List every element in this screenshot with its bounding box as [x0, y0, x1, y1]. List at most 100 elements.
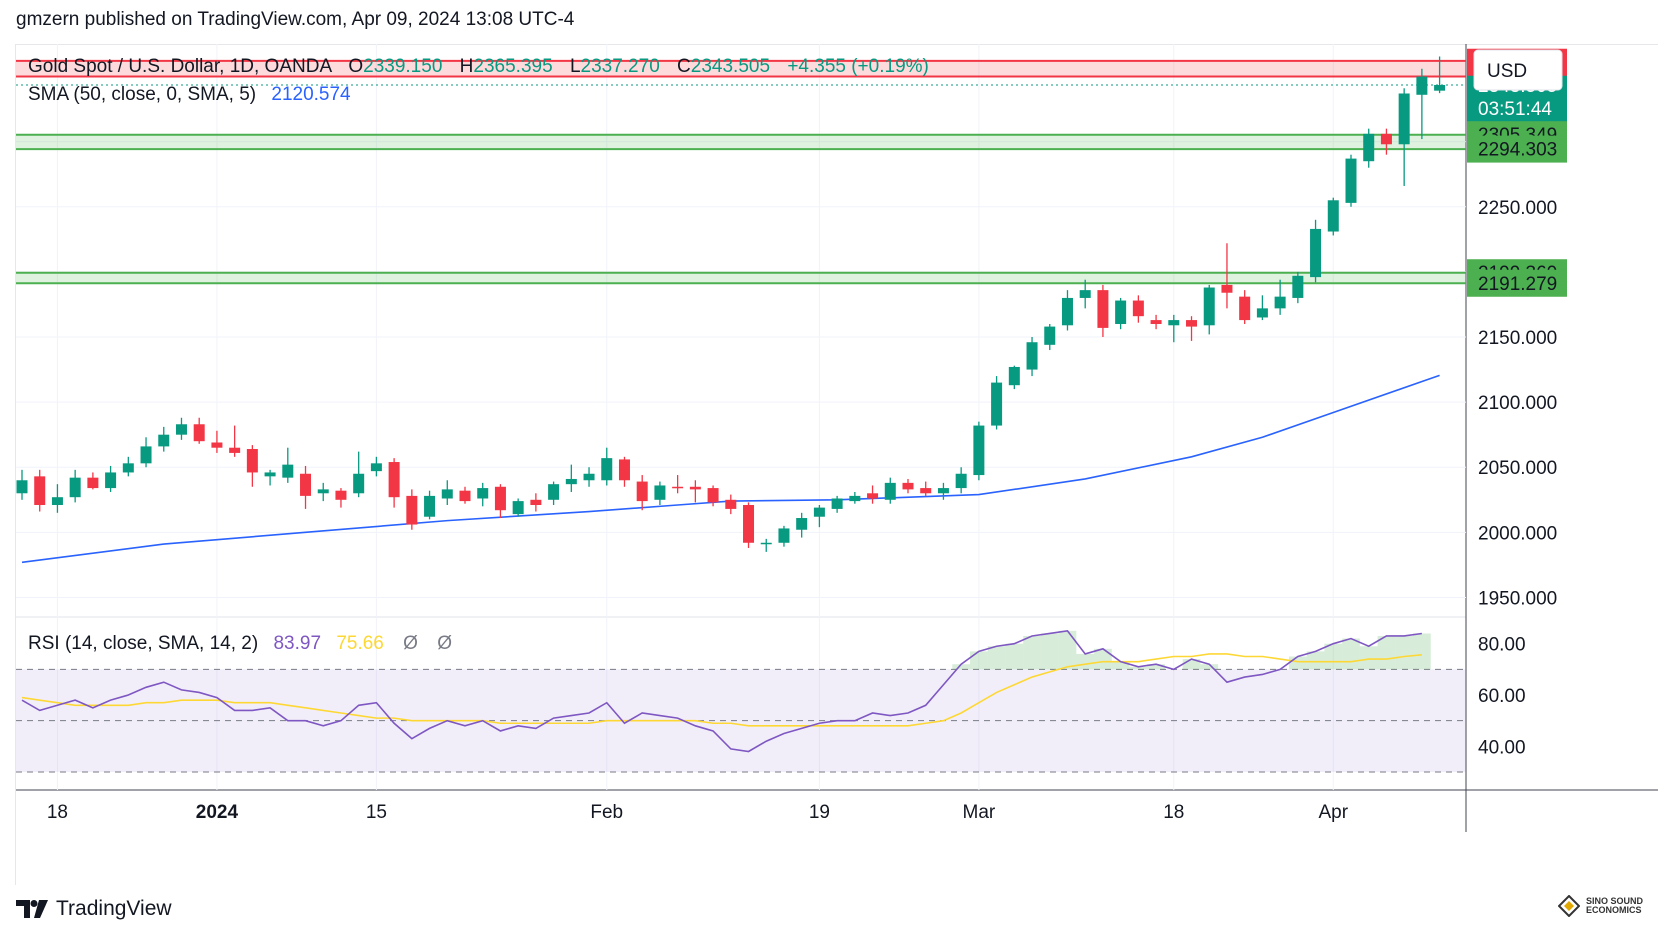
- candle-up[interactable]: [282, 464, 294, 478]
- candle-down[interactable]: [672, 486, 684, 489]
- candle-up[interactable]: [1434, 85, 1446, 91]
- candle-up[interactable]: [1363, 133, 1375, 162]
- candle-up[interactable]: [158, 434, 170, 447]
- candle-up[interactable]: [1061, 297, 1073, 326]
- candle-up[interactable]: [140, 446, 152, 464]
- candle-down[interactable]: [1239, 296, 1251, 321]
- candle-down[interactable]: [618, 459, 630, 481]
- candle-up[interactable]: [1026, 342, 1038, 370]
- candle-up[interactable]: [1079, 290, 1091, 298]
- currency-button[interactable]: [1473, 49, 1563, 91]
- candle-down[interactable]: [87, 477, 99, 489]
- time-tick-label: 18: [47, 802, 68, 823]
- candle-up[interactable]: [813, 507, 825, 517]
- candle-up[interactable]: [760, 542, 772, 545]
- candle-down[interactable]: [300, 473, 312, 496]
- candle-down[interactable]: [459, 490, 471, 502]
- candle-down[interactable]: [229, 447, 241, 453]
- candle-up[interactable]: [565, 478, 577, 485]
- candle-up[interactable]: [1274, 296, 1286, 309]
- candle-down[interactable]: [1186, 320, 1198, 327]
- candle-up[interactable]: [991, 382, 1003, 426]
- candles[interactable]: [16, 56, 1446, 552]
- candle-down[interactable]: [1221, 284, 1233, 293]
- candle-up[interactable]: [601, 458, 613, 481]
- watermark-line-2: ECONOMICS: [1586, 905, 1642, 915]
- candle-up[interactable]: [849, 495, 861, 502]
- candle-up[interactable]: [654, 485, 666, 500]
- candle-up[interactable]: [1310, 228, 1322, 278]
- candle-up[interactable]: [477, 488, 489, 499]
- candle-up[interactable]: [1203, 287, 1215, 326]
- zone-fill: [16, 60, 1466, 77]
- candle-down[interactable]: [211, 442, 223, 448]
- price-axis[interactable]: 1950.000 2000.000 2050.000 2100.000 2150.000…: [1478, 198, 1557, 610]
- candle-down[interactable]: [1132, 300, 1144, 317]
- candle-down[interactable]: [335, 490, 347, 500]
- candle-down[interactable]: [530, 499, 542, 506]
- candle-up[interactable]: [1115, 300, 1127, 324]
- time-tick-label: 2024: [196, 802, 239, 823]
- candle-down[interactable]: [725, 499, 737, 509]
- grid: [16, 44, 1466, 790]
- candle-up[interactable]: [548, 484, 560, 500]
- candle-up[interactable]: [1327, 200, 1339, 232]
- candle-down[interactable]: [388, 462, 400, 498]
- candle-up[interactable]: [1292, 275, 1304, 298]
- candle-down[interactable]: [636, 481, 648, 502]
- candle-down[interactable]: [246, 449, 258, 473]
- candle-up[interactable]: [937, 488, 949, 494]
- candle-up[interactable]: [583, 473, 595, 481]
- candle-up[interactable]: [1398, 93, 1410, 145]
- candle-up[interactable]: [796, 518, 808, 530]
- candle-up[interactable]: [16, 480, 28, 494]
- candle-up[interactable]: [370, 463, 382, 472]
- candle-down[interactable]: [1150, 320, 1162, 324]
- candle-up[interactable]: [955, 473, 967, 489]
- rsi-overbought-fill: [1182, 659, 1201, 670]
- candle-up[interactable]: [105, 472, 117, 489]
- rsi-axis[interactable]: 40.00 60.00 80.00: [1478, 635, 1526, 759]
- candle-down[interactable]: [494, 486, 506, 511]
- candle-up[interactable]: [424, 495, 436, 517]
- candle-up[interactable]: [973, 425, 985, 476]
- candle-up[interactable]: [512, 501, 524, 515]
- candle-up[interactable]: [831, 498, 843, 509]
- candle-down[interactable]: [1097, 290, 1109, 328]
- candle-up[interactable]: [1345, 158, 1357, 203]
- rsi-overbought-fill: [970, 651, 988, 670]
- tradingview-logo[interactable]: TradingView: [16, 897, 172, 921]
- candle-down[interactable]: [867, 493, 879, 499]
- rsi-tick-label: 60.00: [1478, 686, 1526, 707]
- candle-up[interactable]: [51, 497, 63, 506]
- candle-up[interactable]: [122, 463, 134, 473]
- candle-up[interactable]: [264, 472, 276, 477]
- time-tick-label: 15: [366, 802, 387, 823]
- candle-up[interactable]: [884, 482, 896, 500]
- chart-frame: [15, 44, 1658, 885]
- candle-up[interactable]: [317, 489, 329, 494]
- candle-down[interactable]: [406, 495, 418, 525]
- candle-up[interactable]: [175, 424, 187, 435]
- candle-down[interactable]: [920, 488, 932, 494]
- candle-down[interactable]: [902, 482, 914, 490]
- rsi-line: [21, 629, 1422, 753]
- candle-down[interactable]: [707, 488, 719, 503]
- candle-up[interactable]: [1008, 366, 1020, 386]
- candle-up[interactable]: [778, 528, 790, 543]
- candle-down[interactable]: [1380, 133, 1392, 145]
- candle-up[interactable]: [69, 477, 81, 498]
- candle-down[interactable]: [689, 486, 701, 490]
- candle-up[interactable]: [353, 473, 365, 494]
- rsi-tick-label: 80.00: [1478, 635, 1526, 656]
- candle-up[interactable]: [1168, 320, 1180, 326]
- candle-down[interactable]: [193, 424, 205, 442]
- candle-up[interactable]: [1256, 308, 1268, 318]
- candle-up[interactable]: [1416, 76, 1428, 95]
- time-axis[interactable]: 18 2024 15 Feb 19 Mar 18 Apr: [47, 802, 1349, 823]
- candle-down[interactable]: [34, 476, 46, 506]
- candle-up[interactable]: [441, 489, 453, 499]
- candle-up[interactable]: [1044, 326, 1056, 345]
- candle-down[interactable]: [743, 505, 755, 543]
